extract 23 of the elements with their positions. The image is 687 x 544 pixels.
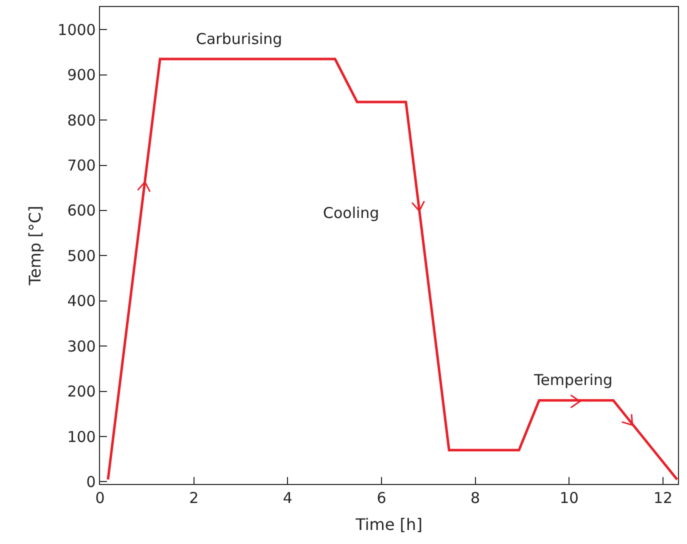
x-tick-label: 8 — [470, 489, 480, 508]
line-series — [106, 58, 678, 481]
y-tick-label: 100 — [67, 428, 96, 446]
y-tick-label: 600 — [67, 202, 96, 220]
x-tick-label: 10 — [560, 489, 579, 508]
y-tick-label: 500 — [67, 246, 96, 265]
y-tick-label: 800 — [67, 111, 96, 130]
annotation: Carburising — [196, 30, 282, 48]
y-tick-label: 300 — [67, 337, 96, 356]
y-tick-label: 400 — [67, 292, 96, 310]
y-tick-label: 1000 — [58, 20, 96, 39]
x-tick-label: 4 — [282, 489, 292, 508]
x-axis-title: Time [h] — [354, 514, 422, 534]
annotation: Tempering — [533, 371, 613, 389]
y-tick-label: 200 — [67, 382, 96, 401]
x-tick-label: 2 — [189, 489, 199, 508]
annotation: Cooling — [323, 204, 380, 222]
x-tick-label: 6 — [376, 489, 386, 508]
y-axis-title: Temp [°C] — [26, 206, 45, 286]
y-tick-label: 0 — [86, 472, 96, 491]
x-tick-label: 12 — [653, 489, 673, 508]
y-tick-label: 700 — [67, 156, 96, 174]
y-tick-label: 900 — [67, 66, 96, 84]
